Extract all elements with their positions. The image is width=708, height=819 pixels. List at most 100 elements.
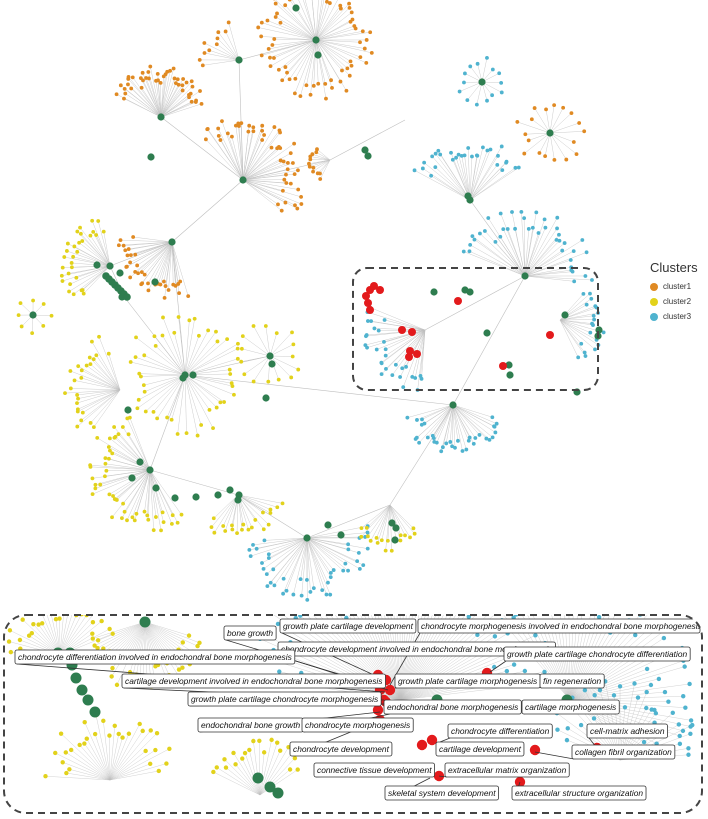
leaf-node — [77, 742, 82, 748]
leaf-node — [80, 239, 85, 243]
leaf-node — [106, 351, 111, 356]
leaf-node — [557, 238, 562, 243]
leaf-node — [412, 168, 417, 173]
hub-node — [506, 371, 514, 379]
leaf-node — [498, 234, 503, 239]
leaf-node — [369, 50, 374, 55]
leaf-node — [80, 410, 85, 415]
leaf-node — [488, 580, 492, 584]
leaf-node — [273, 15, 278, 19]
hub-node — [128, 474, 136, 482]
leaf-node — [143, 748, 148, 754]
leaf-node — [487, 438, 492, 442]
leaf-node — [145, 513, 150, 518]
zoom-label-text: chondrocyte development involved in endo… — [281, 644, 553, 654]
leaf-node — [176, 667, 182, 672]
leaf-node — [369, 319, 374, 324]
leaf-node — [93, 482, 98, 487]
leaf-node — [543, 582, 547, 586]
zoom-term-label: growth plate cartilage development — [279, 618, 417, 634]
leaf-node — [148, 64, 153, 69]
leaf-node — [347, 588, 351, 592]
zoom-label-text: chondrocyte differentiation — [451, 726, 550, 736]
leaf-node — [364, 60, 369, 65]
leaf-node — [522, 668, 528, 674]
leaf-node — [281, 591, 285, 596]
leaf-node — [370, 592, 374, 596]
leaf-node — [112, 723, 117, 729]
zoom-term-label: fin regeneration — [539, 673, 605, 689]
leaf-node — [36, 622, 41, 627]
hub-node — [264, 781, 276, 793]
leaf-node — [90, 218, 95, 223]
zoom-term-label: cartilage development — [435, 741, 525, 757]
leaf-node — [346, 542, 351, 547]
leaf-node — [290, 330, 294, 335]
leaf-node — [43, 774, 48, 779]
leaf-node — [288, 181, 293, 186]
leaf-node — [400, 366, 405, 371]
leaf-node — [534, 210, 539, 215]
leaf-node — [230, 384, 235, 389]
leaf-node — [87, 355, 92, 360]
leaf-node — [132, 518, 137, 523]
leaf-node — [116, 432, 121, 437]
leaf-node — [94, 353, 99, 358]
leaf-node — [190, 84, 195, 89]
leaf-node — [110, 515, 114, 520]
leaf-node — [233, 762, 238, 767]
leaf-node — [414, 435, 419, 440]
leaf-node — [591, 604, 595, 608]
leaf-node — [75, 229, 80, 234]
leaf-node — [189, 79, 194, 84]
hub-node — [392, 524, 400, 532]
leaf-node — [358, 40, 362, 45]
leaf-node — [135, 263, 140, 268]
leaf-node — [468, 64, 473, 69]
leaf-node — [247, 123, 252, 128]
leaf-node — [154, 730, 160, 736]
leaf-node — [66, 608, 70, 612]
leaf-node — [90, 620, 96, 625]
leaf-node — [661, 635, 667, 641]
leaf-node — [230, 523, 234, 528]
leaf-node — [516, 165, 521, 170]
leaf-node — [327, 1, 332, 5]
leaf-node — [122, 509, 127, 514]
cluster1-swatch — [650, 282, 658, 291]
leaf-node — [493, 240, 498, 244]
leaf-node — [450, 157, 455, 162]
leaf-node — [221, 524, 226, 528]
leaf-node — [246, 527, 251, 532]
leaf-node — [82, 719, 87, 725]
leaf-node — [253, 518, 258, 522]
hub-node — [136, 458, 144, 466]
leaf-node — [169, 521, 174, 526]
legend-item-cluster1: cluster1 — [650, 279, 706, 294]
leaf-node — [101, 718, 106, 724]
leaf-node — [456, 438, 460, 443]
leaf-node — [214, 765, 219, 770]
hub-node — [312, 36, 320, 44]
leaf-node — [343, 561, 348, 566]
leaf-node — [644, 705, 649, 711]
highlight-node — [529, 744, 541, 756]
leaf-node — [413, 376, 418, 380]
leaf-node — [315, 147, 319, 152]
leaf-node — [347, 73, 352, 78]
leaf-node — [484, 436, 489, 441]
leaf-node — [328, 592, 333, 597]
leaf-node — [84, 736, 89, 741]
leaf-node — [308, 157, 313, 162]
leaf-node — [261, 750, 267, 755]
leaf-node — [463, 71, 467, 76]
leaf-node — [462, 153, 467, 158]
leaf-node — [82, 741, 87, 746]
leaf-node — [554, 237, 559, 242]
zoom-term-label: bone growth — [223, 625, 277, 641]
leaf-node — [298, 94, 303, 99]
leaf-node — [425, 553, 429, 557]
leaf-node — [439, 449, 444, 454]
leaf-node — [562, 241, 567, 245]
leaf-node — [588, 291, 592, 296]
